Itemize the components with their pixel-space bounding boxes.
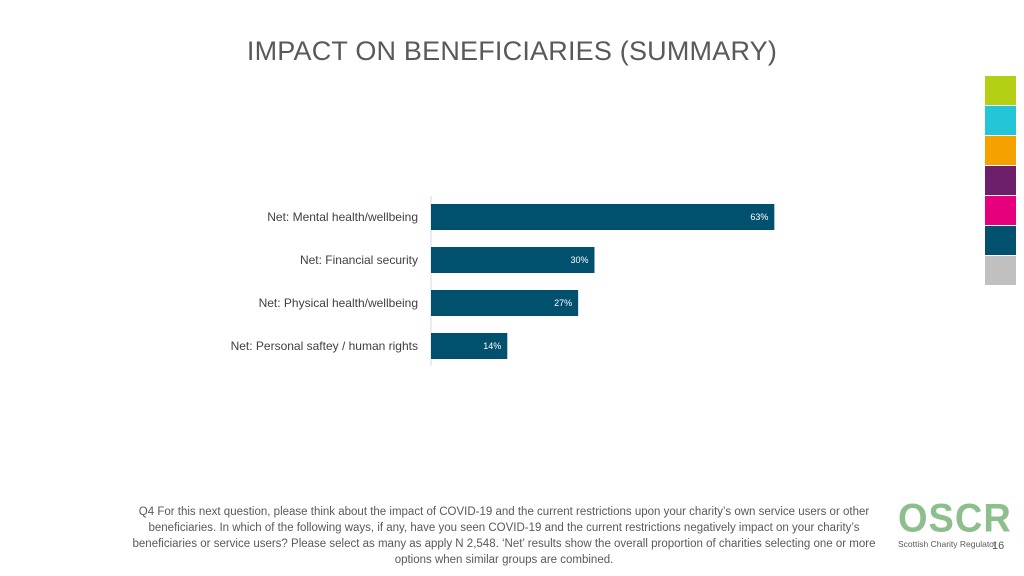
- category-label: Net: Financial security: [300, 253, 418, 267]
- swatch-magenta: [985, 196, 1016, 225]
- bar-value-label: 30%: [570, 255, 588, 265]
- swatch-lime: [985, 76, 1016, 105]
- bar: [431, 333, 508, 359]
- color-swatch-strip: [985, 76, 1016, 286]
- swatch-teal: [985, 226, 1016, 255]
- bar: [431, 247, 595, 273]
- bar-value-label: 27%: [554, 298, 572, 308]
- swatch-grey: [985, 256, 1016, 285]
- oscr-logo: OSCR Scottish Charity Regulator: [898, 496, 1012, 549]
- footnote: Q4 For this next question, please think …: [132, 506, 876, 566]
- bar: [431, 204, 775, 230]
- swatch-purple: [985, 166, 1016, 195]
- logo-wordmark: OSCR: [898, 496, 1012, 542]
- slide-title: IMPACT ON BENEFICIARIES (SUMMARY): [246, 36, 778, 66]
- logo-subtitle: Scottish Charity Regulator: [898, 539, 997, 549]
- bar-value-label: 14%: [483, 341, 501, 351]
- category-label: Net: Mental health/wellbeing: [267, 210, 418, 224]
- category-label: Net: Physical health/wellbeing: [259, 296, 418, 310]
- bar-value-label: 63%: [750, 212, 768, 222]
- bar: [431, 290, 579, 316]
- swatch-cyan: [985, 106, 1016, 135]
- swatch-orange: [985, 136, 1016, 165]
- page-number: 16: [992, 540, 1005, 552]
- category-label: Net: Personal saftey / human rights: [231, 339, 418, 353]
